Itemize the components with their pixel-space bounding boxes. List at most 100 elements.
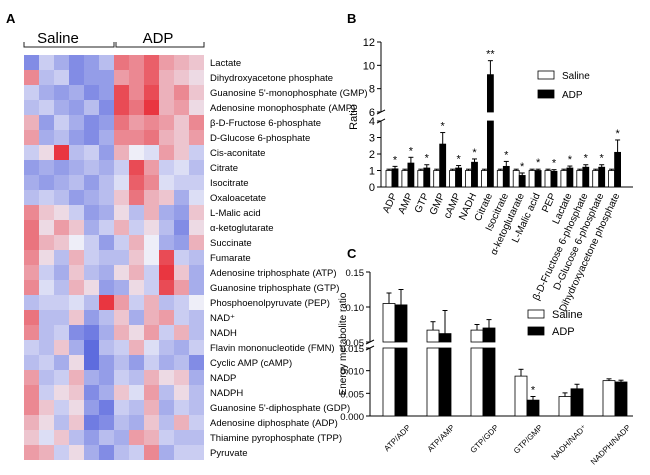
heatmap-cell	[129, 175, 144, 190]
heatmap-cell	[129, 385, 144, 400]
heatmap-cell	[54, 220, 69, 235]
heatmap-cell	[129, 400, 144, 415]
heatmap-cell	[159, 100, 174, 115]
heatmap-cell	[54, 235, 69, 250]
bar	[570, 388, 584, 417]
heatmap-cell	[144, 85, 159, 100]
heatmap-cell	[54, 265, 69, 280]
heatmap-row-label: Cyclic AMP (cAMP)	[210, 358, 292, 369]
heatmap-cell	[69, 385, 84, 400]
heatmap-cell	[159, 235, 174, 250]
heatmap-cell	[84, 295, 99, 310]
heatmap-cell	[144, 385, 159, 400]
heatmap-cell	[99, 280, 114, 295]
heatmap-cell	[84, 85, 99, 100]
heatmap-cell	[159, 310, 174, 325]
bar	[426, 329, 440, 343]
heatmap-cell	[39, 160, 54, 175]
heatmap-cell	[54, 280, 69, 295]
heatmap-cells	[24, 55, 204, 460]
heatmap-cell	[69, 55, 84, 70]
heatmap-cell	[99, 340, 114, 355]
group-label-saline: Saline	[37, 30, 79, 47]
bar	[438, 347, 452, 417]
heatmap-cell	[54, 430, 69, 445]
heatmap-cell	[189, 355, 204, 370]
heatmap-cell	[144, 160, 159, 175]
heatmap-cell	[24, 70, 39, 85]
heatmap-cell	[144, 250, 159, 265]
heatmap-cell	[99, 295, 114, 310]
heatmap-cell	[189, 205, 204, 220]
heatmap-cell	[189, 55, 204, 70]
bar	[438, 333, 452, 343]
heatmap-cell	[129, 70, 144, 85]
heatmap-cell	[159, 70, 174, 85]
legend-label: Saline	[562, 71, 590, 82]
heatmap-cell	[174, 160, 189, 175]
significance-mark: *	[536, 157, 541, 169]
heatmap-cell	[144, 70, 159, 85]
heatmap-cell	[114, 85, 129, 100]
heatmap-cell	[189, 250, 204, 265]
panel-label-c: C	[347, 246, 357, 261]
heatmap-cell	[24, 430, 39, 445]
heatmap-row-label: Guanosine triphosphate (GTP)	[210, 283, 339, 294]
heatmap-cell	[24, 190, 39, 205]
x-tick-label: NADH/NAD⁺	[550, 423, 589, 462]
heatmap-cell	[129, 325, 144, 340]
heatmap-cell	[129, 190, 144, 205]
heatmap-cell	[39, 400, 54, 415]
bar	[502, 165, 510, 188]
heatmap-cell	[54, 145, 69, 160]
bar	[608, 170, 615, 188]
heatmap-cell	[39, 235, 54, 250]
x-tick-label: GTP/GDP	[469, 423, 501, 455]
bar	[426, 347, 440, 417]
heatmap-cell	[189, 400, 204, 415]
heatmap-cell	[189, 235, 204, 250]
heatmap-cell	[114, 115, 129, 130]
heatmap-cell	[114, 265, 129, 280]
heatmap-cell	[69, 415, 84, 430]
heatmap-cell	[114, 130, 129, 145]
heatmap-cell	[174, 190, 189, 205]
heatmap-cell	[54, 115, 69, 130]
heatmap-cell	[69, 70, 84, 85]
heatmap-cell	[174, 205, 189, 220]
heatmap-row-label: Dihydroxyacetone phosphate	[210, 73, 333, 84]
y-tick-label: 6	[369, 107, 375, 119]
heatmap-cell	[84, 130, 99, 145]
heatmap-cell	[144, 340, 159, 355]
heatmap-cell	[144, 115, 159, 130]
heatmap-cell	[159, 280, 174, 295]
heatmap-cell	[24, 400, 39, 415]
significance-mark: *	[504, 149, 509, 161]
heatmap-cell	[69, 100, 84, 115]
heatmap-row-label: NADP	[210, 373, 236, 384]
heatmap-cell	[174, 130, 189, 145]
heatmap-cell	[159, 265, 174, 280]
heatmap-cell	[114, 310, 129, 325]
heatmap-cell	[69, 295, 84, 310]
heatmap-cell	[189, 370, 204, 385]
heatmap-cell	[189, 385, 204, 400]
heatmap-cell	[129, 250, 144, 265]
heatmap-cell	[174, 445, 189, 460]
heatmap-cell	[129, 370, 144, 385]
heatmap-cell	[84, 430, 99, 445]
heatmap-cell	[39, 250, 54, 265]
heatmap-cell	[144, 235, 159, 250]
bar	[558, 396, 572, 417]
heatmap-cell	[159, 220, 174, 235]
heatmap-cell	[144, 310, 159, 325]
heatmap-cell	[54, 55, 69, 70]
heatmap-cell	[99, 85, 114, 100]
y-tick-label: 0	[369, 182, 375, 194]
heatmap-cell	[129, 220, 144, 235]
heatmap-cell	[24, 205, 39, 220]
heatmap-cell	[39, 430, 54, 445]
heatmap-cell	[24, 310, 39, 325]
heatmap-cell	[189, 145, 204, 160]
heatmap-cell	[129, 145, 144, 160]
